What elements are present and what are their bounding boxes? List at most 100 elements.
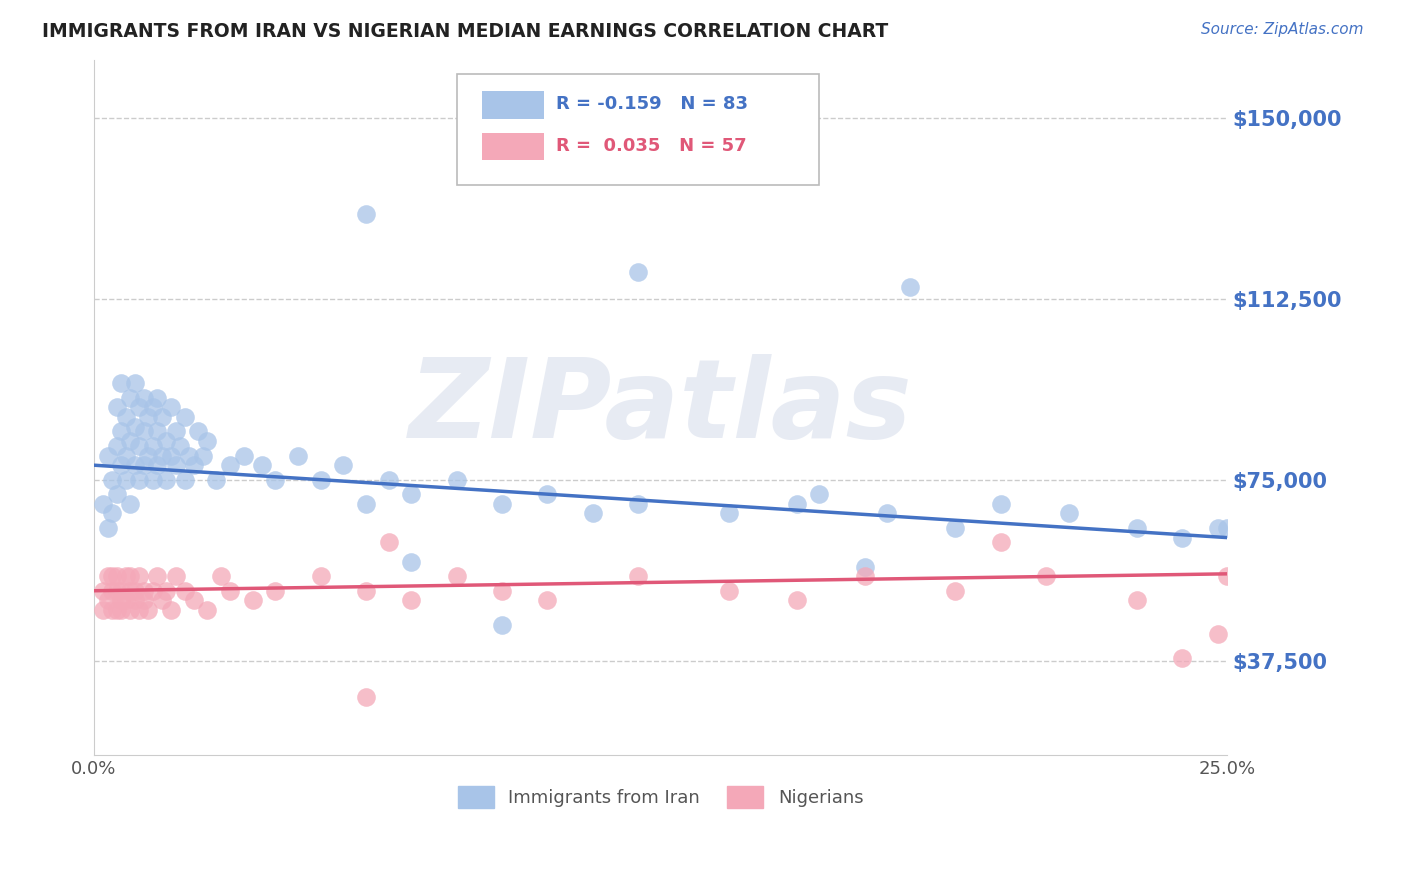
Point	[1035, 569, 1057, 583]
Point	[195, 434, 218, 448]
Point	[173, 409, 195, 424]
Point	[160, 401, 183, 415]
Point	[1057, 507, 1080, 521]
Point	[120, 583, 142, 598]
Point	[132, 425, 155, 439]
Point	[105, 583, 128, 598]
Point	[165, 425, 187, 439]
Point	[876, 507, 898, 521]
Point	[160, 449, 183, 463]
Point	[173, 473, 195, 487]
Point	[250, 458, 273, 473]
Point	[191, 449, 214, 463]
Point	[205, 473, 228, 487]
Point	[105, 487, 128, 501]
Point	[1216, 569, 1239, 583]
Point	[96, 569, 118, 583]
Point	[173, 583, 195, 598]
Point	[128, 473, 150, 487]
Point	[536, 487, 558, 501]
Point	[110, 583, 132, 598]
Point	[114, 409, 136, 424]
Point	[1171, 531, 1194, 545]
Point	[377, 535, 399, 549]
Point	[114, 449, 136, 463]
Point	[96, 593, 118, 607]
Point	[491, 617, 513, 632]
Point	[142, 583, 165, 598]
Point	[354, 207, 377, 221]
Point	[209, 569, 232, 583]
Point	[183, 593, 205, 607]
Point	[110, 376, 132, 390]
Point	[945, 521, 967, 535]
Point	[105, 603, 128, 617]
Point	[114, 473, 136, 487]
Point	[110, 603, 132, 617]
Point	[1208, 521, 1230, 535]
Point	[232, 449, 254, 463]
Point	[309, 569, 332, 583]
Point	[401, 555, 423, 569]
Point	[132, 593, 155, 607]
Point	[401, 593, 423, 607]
Point	[142, 401, 165, 415]
Point	[165, 458, 187, 473]
Point	[138, 603, 160, 617]
Point	[491, 497, 513, 511]
Point	[160, 603, 183, 617]
Point	[354, 497, 377, 511]
Point	[332, 458, 354, 473]
Point	[150, 449, 173, 463]
Point	[195, 603, 218, 617]
Point	[808, 487, 831, 501]
Point	[990, 535, 1012, 549]
Point	[627, 569, 650, 583]
Point	[101, 473, 124, 487]
Point	[155, 434, 177, 448]
Point	[786, 593, 808, 607]
Point	[110, 425, 132, 439]
Point	[242, 593, 264, 607]
Point	[101, 603, 124, 617]
Point	[287, 449, 309, 463]
Point	[124, 376, 146, 390]
Point	[91, 583, 114, 598]
Point	[110, 593, 132, 607]
Point	[150, 409, 173, 424]
Point	[219, 458, 242, 473]
Point	[1171, 651, 1194, 665]
Point	[91, 497, 114, 511]
Point	[146, 425, 169, 439]
Point	[536, 593, 558, 607]
Point	[128, 603, 150, 617]
Point	[853, 559, 876, 574]
Point	[627, 265, 650, 279]
Point	[128, 439, 150, 453]
Text: IMMIGRANTS FROM IRAN VS NIGERIAN MEDIAN EARNINGS CORRELATION CHART: IMMIGRANTS FROM IRAN VS NIGERIAN MEDIAN …	[42, 22, 889, 41]
Point	[101, 583, 124, 598]
Point	[446, 473, 468, 487]
Point	[128, 569, 150, 583]
Point	[945, 583, 967, 598]
Point	[219, 583, 242, 598]
Point	[146, 391, 169, 405]
Point	[446, 569, 468, 583]
Point	[786, 497, 808, 511]
Point	[582, 507, 605, 521]
Point	[128, 401, 150, 415]
Point	[1216, 521, 1239, 535]
Point	[105, 439, 128, 453]
Point	[124, 593, 146, 607]
Point	[165, 569, 187, 583]
Point	[853, 569, 876, 583]
Point	[354, 690, 377, 704]
Text: Source: ZipAtlas.com: Source: ZipAtlas.com	[1201, 22, 1364, 37]
Point	[124, 583, 146, 598]
Point	[110, 458, 132, 473]
Point	[114, 593, 136, 607]
Point	[1125, 593, 1147, 607]
Point	[124, 458, 146, 473]
Point	[138, 409, 160, 424]
Point	[142, 473, 165, 487]
